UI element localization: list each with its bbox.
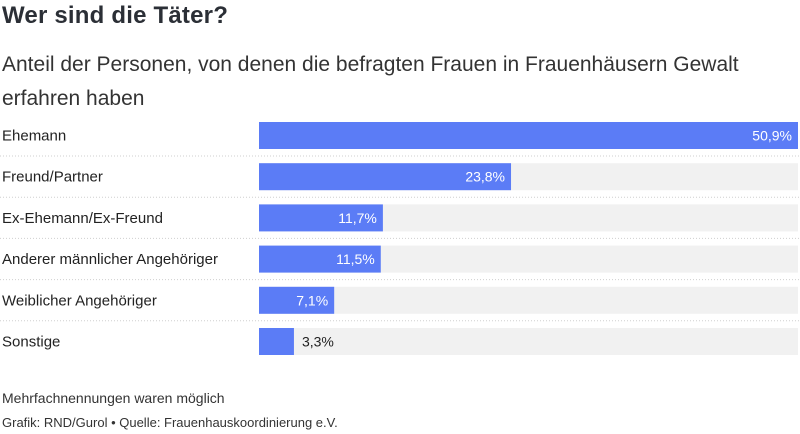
chart-title: Wer sind die Täter? xyxy=(2,2,229,29)
category-label: Sonstige xyxy=(2,334,60,351)
bar xyxy=(259,163,512,191)
category-label: Ehemann xyxy=(2,128,66,145)
category-label: Ex-Ehemann/Ex-Freund xyxy=(2,210,163,227)
bar xyxy=(259,245,381,273)
value-label: 11,5% xyxy=(336,251,375,267)
chart-subtitle: Anteil der Personen, von denen die befra… xyxy=(2,53,739,110)
category-label: Anderer männlicher Angehöriger xyxy=(2,251,218,268)
bar-chart: Ehemann 50,9% Freund/Partner 23,8% Ex-Eheman… xyxy=(0,122,800,355)
value-label: 23,8% xyxy=(465,169,505,185)
bar xyxy=(259,328,294,355)
category-label: Weiblicher Angehöriger xyxy=(2,292,157,309)
value-label: 50,9% xyxy=(752,128,792,144)
bar xyxy=(259,122,798,149)
bar-track xyxy=(259,328,798,355)
bar xyxy=(259,286,335,314)
value-label: 11,7% xyxy=(338,210,377,226)
source-credit: Grafik: RND/Gurol • Quelle: Frauenhausko… xyxy=(2,415,338,430)
bar-track xyxy=(259,286,798,314)
category-label: Freund/Partner xyxy=(2,169,103,186)
value-label: 7,1% xyxy=(296,292,328,308)
value-label: 3,3% xyxy=(302,334,334,350)
bar xyxy=(259,204,383,232)
footnote: Mehrfachnennungen waren möglich xyxy=(2,390,225,406)
